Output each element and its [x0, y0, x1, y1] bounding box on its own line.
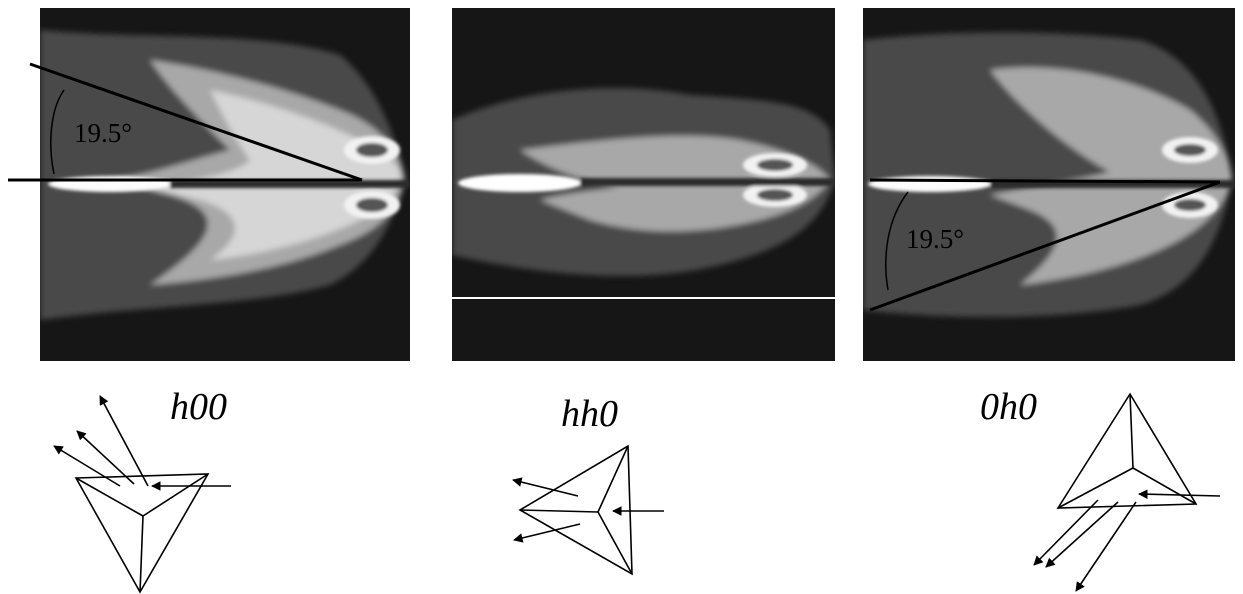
pyramid-hh0-icon: [512, 444, 664, 576]
pyramid-0h0-icon: [1033, 392, 1221, 592]
label-0h0: 0h0: [980, 386, 1037, 428]
diffuse-map-h00: [40, 8, 410, 361]
angle-arc: [50, 89, 65, 175]
reference-line: [869, 178, 1221, 184]
diffuse-map-0h0: [863, 8, 1235, 361]
pyramid-h00-icon: [53, 395, 231, 594]
angle-line: [869, 180, 1221, 312]
angle-label-0h0: 19.5°: [906, 224, 964, 254]
angle-arc: [885, 191, 909, 291]
diffuse-map-hh0: [452, 8, 835, 361]
angle-line: [29, 62, 363, 182]
angle-label-h00: 19.5°: [74, 118, 132, 148]
label-h00: h00: [170, 386, 227, 428]
label-hh0: hh0: [561, 393, 618, 435]
